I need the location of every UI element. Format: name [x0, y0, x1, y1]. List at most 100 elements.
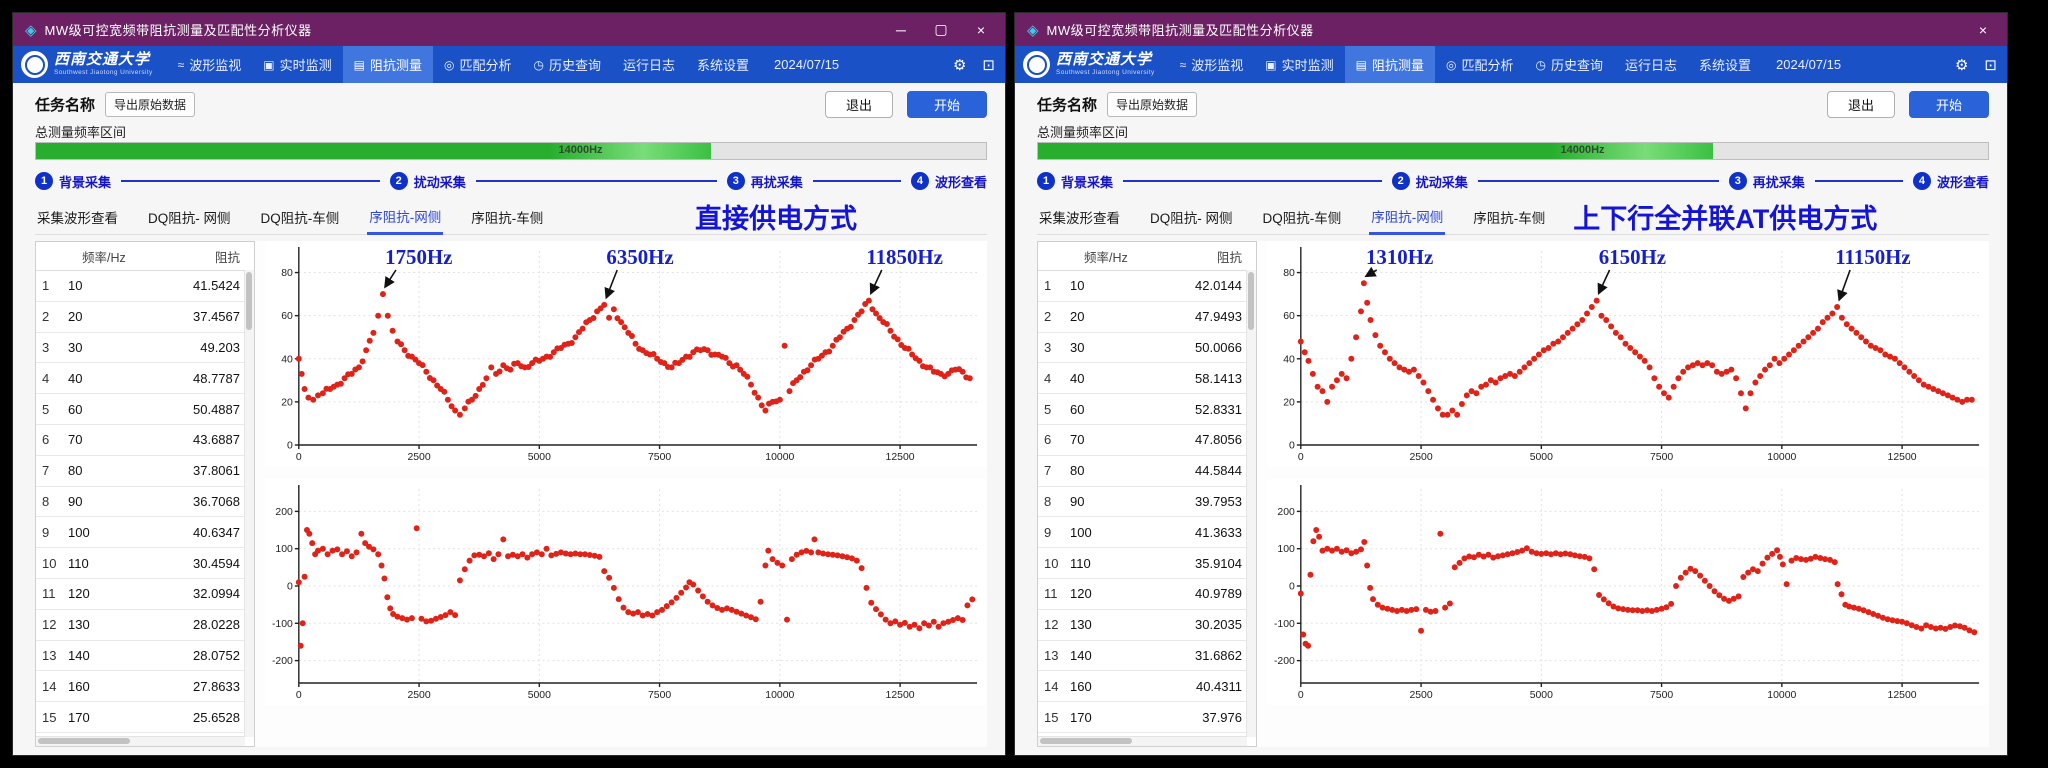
table-row[interactable]: 1 10 42.0144 — [1038, 271, 1256, 302]
table-row[interactable]: 7 80 44.5844 — [1038, 456, 1256, 487]
nav-item-waveform-monitor[interactable]: ≈ 波形监视 — [1169, 46, 1255, 83]
data-points — [295, 525, 976, 649]
nav-label: 阻抗测量 — [369, 58, 422, 73]
table-row[interactable]: 12 130 30.2035 — [1038, 610, 1256, 641]
step-connector — [812, 180, 901, 182]
table-row[interactable]: 13 140 28.0752 — [36, 641, 254, 672]
table-row[interactable]: 7 80 37.8061 — [36, 456, 254, 487]
table-row[interactable]: 2 20 37.4567 — [36, 302, 254, 333]
nav-item-history-query[interactable]: ◷ 历史查询 — [1525, 46, 1615, 83]
table-row[interactable]: 13 140 31.6862 — [1038, 641, 1256, 672]
start-button[interactable]: 开始 — [907, 90, 987, 118]
tab-dq-impedance-grid[interactable]: DQ阻抗- 网侧 — [148, 211, 231, 226]
vertical-scroll-thumb[interactable] — [246, 272, 252, 330]
table-row[interactable]: 6 70 47.8056 — [1038, 425, 1256, 456]
table-row[interactable]: 5 60 50.4887 — [36, 394, 254, 425]
table-row[interactable]: 1 10 41.5424 — [36, 271, 254, 302]
table-row[interactable]: 15 170 37.976 — [1038, 702, 1256, 733]
svg-text:80: 80 — [281, 268, 293, 279]
tab-dq-impedance-vehicle[interactable]: DQ阻抗-车侧 — [260, 211, 340, 226]
nav-item-impedance-measure[interactable]: ▤ 阻抗测量 — [342, 46, 433, 83]
table-row[interactable]: 12 130 28.0228 — [36, 610, 254, 641]
tab-collected-waveform[interactable]: 采集波形查看 — [37, 211, 118, 226]
tab-collected-waveform[interactable]: 采集波形查看 — [1039, 211, 1120, 226]
table-horizontal-scrollbar[interactable] — [36, 736, 245, 746]
table-row[interactable]: 15 170 25.6528 — [36, 702, 254, 733]
export-raw-data-button[interactable]: 导出原始数据 — [1107, 91, 1198, 117]
row-frequency: 170 — [1070, 709, 1092, 725]
table-row[interactable]: 14 160 27.8633 — [36, 671, 254, 703]
nav-item-matching-analysis[interactable]: ◎ 匹配分析 — [433, 46, 523, 83]
tab-dq-impedance-grid[interactable]: DQ阻抗- 网侧 — [1150, 211, 1233, 226]
app-title: MW级可控宽频带阻抗测量及匹配性分析仪器 — [1046, 23, 1314, 38]
row-frequency: 60 — [68, 401, 83, 417]
table-vertical-scrollbar[interactable] — [1246, 270, 1256, 737]
table-row[interactable]: 10 110 30.4594 — [36, 548, 254, 579]
table-row[interactable]: 11 120 40.9789 — [1038, 579, 1256, 610]
tab-seq-impedance-grid[interactable]: 序阻抗-网侧 — [367, 198, 444, 235]
table-row[interactable]: 5 60 52.8331 — [1038, 394, 1256, 425]
nav-item-realtime-monitor[interactable]: ▣ 实时监测 — [252, 46, 342, 83]
svg-text:200: 200 — [1277, 507, 1295, 518]
tab-seq-impedance-vehicle[interactable]: 序阻抗-车侧 — [1473, 211, 1546, 226]
frequency-header: 频率/Hz — [1084, 250, 1128, 265]
table-row[interactable]: 10 110 35.9104 — [1038, 548, 1256, 579]
display-icon[interactable]: ⊡ — [982, 56, 995, 74]
horizontal-scroll-thumb[interactable] — [38, 738, 130, 744]
table-row[interactable]: 14 160 40.4311 — [1038, 671, 1256, 703]
table-row[interactable]: 6 70 43.6887 — [36, 425, 254, 456]
tab-seq-impedance-vehicle[interactable]: 序阻抗-车侧 — [471, 211, 544, 226]
nav-item-matching-analysis[interactable]: ◎ 匹配分析 — [1435, 46, 1525, 83]
row-index: 6 — [1044, 432, 1052, 448]
table-row[interactable]: 9 100 41.3633 — [1038, 517, 1256, 549]
nav-item-realtime-monitor[interactable]: ▣ 实时监测 — [1254, 46, 1344, 83]
exit-button[interactable]: 退出 — [1827, 90, 1895, 118]
maximize-button[interactable]: ▢ — [934, 21, 948, 37]
vertical-scroll-thumb[interactable] — [1248, 272, 1254, 330]
nav-item-system-settings[interactable]: 系统设置 — [686, 46, 760, 83]
table-row[interactable]: 8 90 39.7953 — [1038, 487, 1256, 518]
svg-text:1310Hz: 1310Hz — [1366, 245, 1433, 269]
table-row[interactable]: 4 40 58.1413 — [1038, 363, 1256, 395]
table-row[interactable]: 3 30 49.203 — [36, 333, 254, 364]
start-button[interactable]: 开始 — [1909, 90, 1989, 118]
svg-text:100: 100 — [275, 544, 293, 555]
row-index: 11 — [42, 586, 56, 602]
tab-dq-impedance-vehicle[interactable]: DQ阻抗-车侧 — [1262, 211, 1342, 226]
step-label: 波形查看 — [934, 174, 987, 190]
nav-item-system-settings[interactable]: 系统设置 — [1688, 46, 1762, 83]
row-impedance: 58.1413 — [1195, 370, 1242, 386]
row-frequency: 90 — [68, 493, 83, 509]
nav-label: 实时监测 — [1281, 58, 1334, 73]
exit-button[interactable]: 退出 — [825, 90, 893, 118]
display-icon[interactable]: ⊡ — [1984, 56, 1997, 74]
content-area: 任务名称 导出原始数据 退出 开始 总测量频率区间 14000Hz 1 背景采集 … — [1015, 83, 2007, 755]
nav-item-impedance-measure[interactable]: ▤ 阻抗测量 — [1344, 46, 1435, 83]
nav-item-waveform-monitor[interactable]: ≈ 波形监视 — [167, 46, 253, 83]
step-number: 4 — [1912, 172, 1931, 190]
power-supply-mode-heading: 直接供电方式 — [695, 203, 857, 234]
minimize-button[interactable]: ─ — [896, 21, 906, 38]
row-impedance: 28.0228 — [193, 617, 240, 633]
close-button[interactable]: × — [976, 21, 986, 38]
table-horizontal-scrollbar[interactable] — [1038, 736, 1247, 746]
export-raw-data-button[interactable]: 导出原始数据 — [105, 91, 196, 117]
table-row[interactable]: 2 20 47.9493 — [1038, 302, 1256, 333]
table-row[interactable]: 11 120 32.0994 — [36, 579, 254, 610]
step-label: 背景采集 — [1061, 174, 1114, 190]
gear-icon[interactable]: ⚙ — [1954, 56, 1969, 74]
tab-seq-impedance-grid[interactable]: 序阻抗-网侧 — [1369, 198, 1446, 235]
table-vertical-scrollbar[interactable] — [244, 270, 254, 737]
nav-item-history-query[interactable]: ◷ 历史查询 — [523, 46, 613, 83]
nav-label: 阻抗测量 — [1371, 58, 1424, 73]
nav-item-run-log[interactable]: 运行日志 — [1614, 46, 1688, 83]
close-button[interactable]: × — [1978, 21, 1988, 38]
table-row[interactable]: 3 30 50.0066 — [1038, 333, 1256, 364]
horizontal-scroll-thumb[interactable] — [1040, 738, 1132, 744]
table-row[interactable]: 9 100 40.6347 — [36, 517, 254, 549]
nav-item-run-log[interactable]: 运行日志 — [612, 46, 686, 83]
row-index: 12 — [42, 617, 57, 633]
table-row[interactable]: 8 90 36.7068 — [36, 487, 254, 518]
gear-icon[interactable]: ⚙ — [952, 56, 967, 74]
table-row[interactable]: 4 40 48.7787 — [36, 363, 254, 395]
